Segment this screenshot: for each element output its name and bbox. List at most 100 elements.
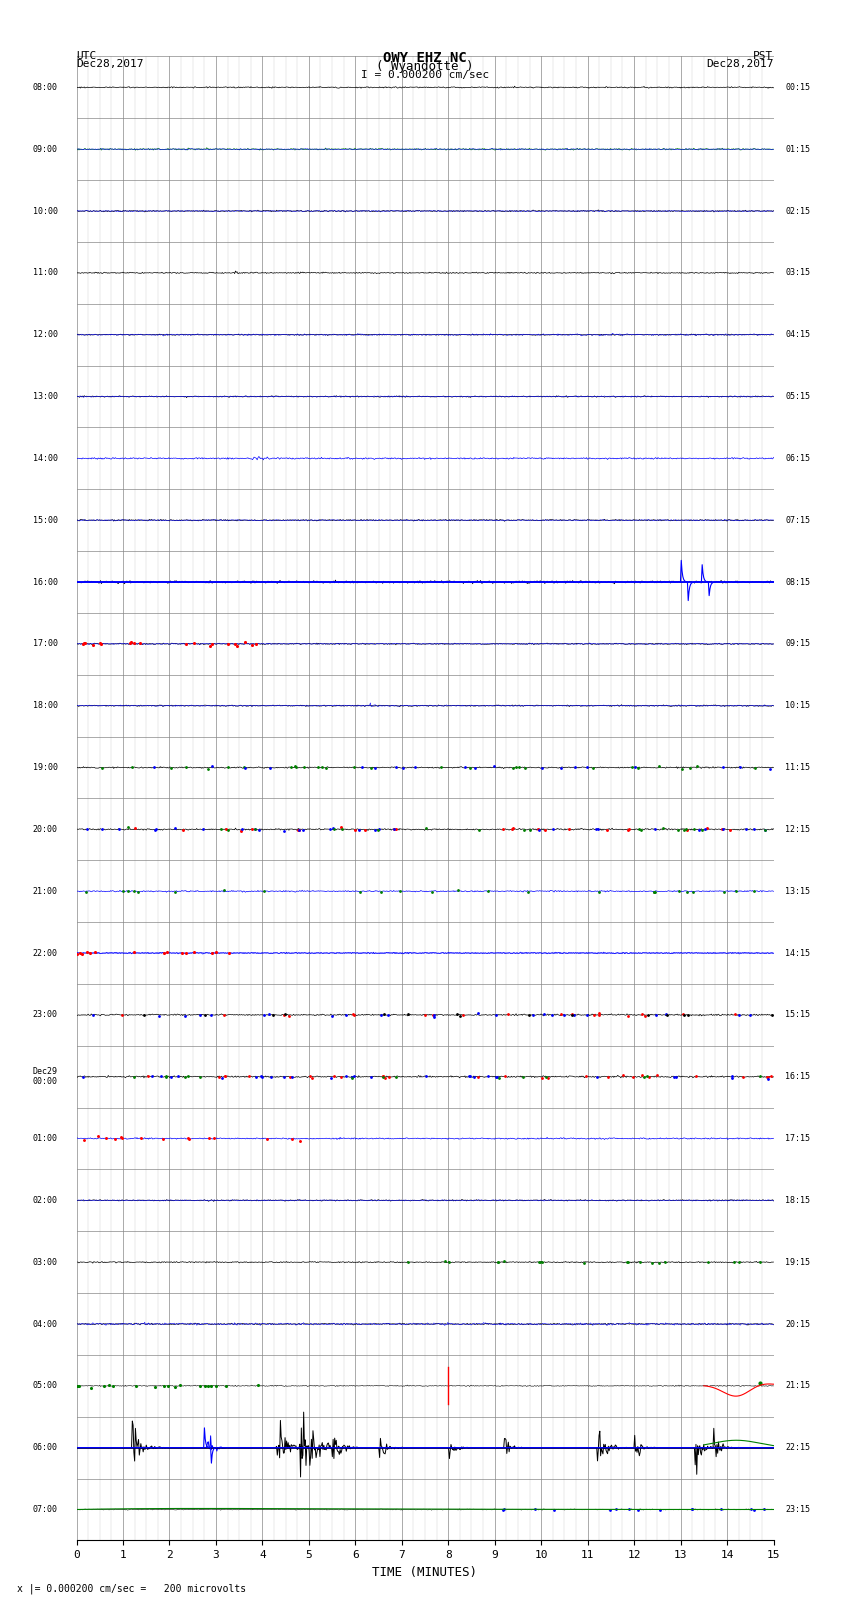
Text: 04:15: 04:15 bbox=[785, 331, 810, 339]
Point bbox=[335, 816, 348, 842]
Point bbox=[164, 1065, 178, 1090]
Point bbox=[677, 816, 690, 842]
Point bbox=[565, 1002, 579, 1027]
Point bbox=[109, 1126, 122, 1152]
Point bbox=[428, 1003, 441, 1029]
Point bbox=[534, 1250, 547, 1276]
Point bbox=[547, 816, 560, 842]
Point bbox=[381, 1002, 394, 1027]
Point bbox=[532, 816, 546, 842]
Point bbox=[79, 879, 93, 905]
Point bbox=[76, 631, 90, 656]
Text: 22:15: 22:15 bbox=[785, 1444, 810, 1452]
Point bbox=[728, 1248, 741, 1274]
Point bbox=[201, 756, 214, 782]
Text: 03:15: 03:15 bbox=[785, 268, 810, 277]
Point bbox=[683, 755, 696, 781]
Point bbox=[230, 632, 244, 658]
Point bbox=[591, 816, 604, 842]
Point bbox=[468, 755, 482, 781]
Point bbox=[471, 1000, 484, 1026]
Point bbox=[762, 1065, 775, 1090]
Point bbox=[95, 755, 109, 781]
Text: 07:00: 07:00 bbox=[33, 1505, 58, 1515]
Point bbox=[168, 816, 182, 842]
Point bbox=[258, 1002, 271, 1027]
Point bbox=[600, 816, 614, 842]
Point bbox=[106, 1373, 120, 1398]
Point bbox=[592, 879, 606, 905]
Text: 18:00: 18:00 bbox=[33, 702, 58, 710]
Text: x |= 0.000200 cm/sec =   200 microvolts: x |= 0.000200 cm/sec = 200 microvolts bbox=[17, 1582, 246, 1594]
Point bbox=[472, 818, 485, 844]
Text: 11:00: 11:00 bbox=[33, 268, 58, 277]
Point bbox=[218, 816, 232, 842]
Point bbox=[672, 879, 686, 905]
Point bbox=[149, 816, 162, 842]
Point bbox=[252, 816, 266, 842]
Point bbox=[490, 1065, 504, 1090]
Point bbox=[468, 1065, 481, 1090]
Point bbox=[629, 753, 643, 779]
Point bbox=[179, 940, 193, 966]
Text: 01:15: 01:15 bbox=[785, 145, 810, 153]
Point bbox=[372, 816, 386, 842]
Text: 02:00: 02:00 bbox=[33, 1195, 58, 1205]
Point bbox=[563, 816, 576, 842]
Point bbox=[660, 1002, 673, 1027]
Point bbox=[620, 1250, 634, 1276]
Point bbox=[604, 1497, 617, 1523]
Text: 15:00: 15:00 bbox=[33, 516, 58, 524]
Point bbox=[592, 1000, 606, 1026]
Point bbox=[555, 755, 569, 781]
Point bbox=[753, 1248, 767, 1274]
Point bbox=[327, 816, 341, 842]
Point bbox=[162, 1373, 175, 1398]
Text: 10:15: 10:15 bbox=[785, 702, 810, 710]
Text: 12:00: 12:00 bbox=[33, 331, 58, 339]
Point bbox=[592, 1002, 606, 1027]
Text: 11:15: 11:15 bbox=[785, 763, 810, 773]
Point bbox=[652, 1250, 666, 1276]
Point bbox=[524, 818, 537, 844]
Point bbox=[632, 755, 645, 781]
Point bbox=[348, 818, 362, 844]
Point bbox=[554, 1002, 568, 1027]
Point bbox=[223, 940, 236, 966]
Point bbox=[672, 816, 685, 842]
Point bbox=[84, 1374, 98, 1400]
Point bbox=[160, 939, 173, 965]
Point bbox=[723, 818, 737, 844]
Point bbox=[221, 631, 235, 656]
Point bbox=[649, 1002, 663, 1027]
Point bbox=[325, 1003, 338, 1029]
Point bbox=[698, 816, 711, 842]
Point bbox=[71, 1373, 84, 1398]
Point bbox=[156, 1126, 170, 1152]
Point bbox=[72, 1373, 86, 1398]
Point bbox=[133, 631, 147, 656]
Point bbox=[496, 816, 510, 842]
Point bbox=[88, 939, 101, 965]
Point bbox=[334, 815, 348, 840]
Point bbox=[249, 631, 263, 656]
Point bbox=[463, 755, 477, 781]
Point bbox=[285, 1065, 298, 1090]
Point bbox=[747, 877, 761, 903]
Point bbox=[173, 1373, 186, 1398]
Text: 06:15: 06:15 bbox=[785, 453, 810, 463]
Point bbox=[196, 816, 209, 842]
Point bbox=[396, 755, 410, 781]
Point bbox=[499, 1063, 513, 1089]
Point bbox=[541, 1065, 555, 1090]
Point bbox=[181, 1126, 195, 1152]
Point bbox=[175, 940, 189, 966]
Point bbox=[264, 1065, 278, 1090]
Point bbox=[334, 1065, 348, 1090]
Point bbox=[345, 1065, 359, 1090]
Point bbox=[764, 1063, 778, 1089]
Point bbox=[757, 1495, 771, 1521]
Point bbox=[667, 1063, 681, 1089]
Point bbox=[277, 818, 291, 844]
Point bbox=[532, 1248, 546, 1274]
